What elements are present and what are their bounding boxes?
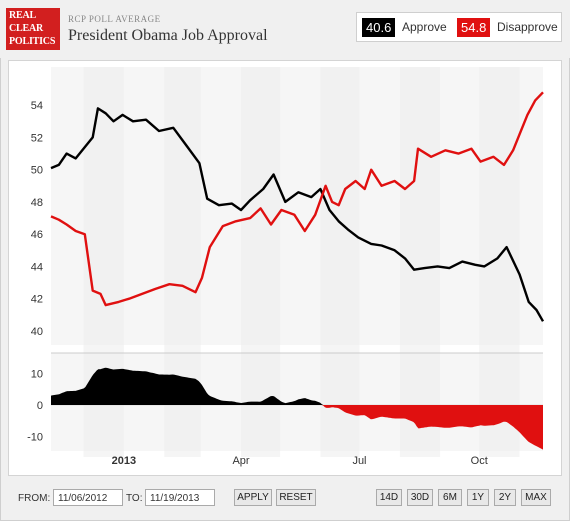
range-max-button[interactable]: MAX [521,489,551,506]
main-y-tick-label: 40 [31,326,43,338]
spread-positive-area [51,367,543,405]
main-plot-background [51,67,543,345]
range-14d-button[interactable]: 14D [376,489,402,506]
reset-button[interactable]: RESET [276,489,316,506]
range-2y-button[interactable]: 2Y [494,489,516,506]
legend-approve-value: 40.6 [362,18,396,37]
logo-line-3: POLITICS [9,36,56,47]
main-y-tick-label: 48 [31,197,43,209]
spread-y-tick-label: -10 [27,431,43,443]
main-y-tick-label: 46 [31,229,43,241]
x-tick-label: 2013 [112,455,136,467]
spread-y-tick-label: 10 [31,369,43,381]
range-1y-button[interactable]: 1Y [467,489,489,506]
x-tick-label: Apr [232,455,249,467]
chart-title: President Obama Job Approval [68,27,268,44]
disapprove-line [50,91,544,307]
range-30d-button[interactable]: 30D [407,489,433,506]
from-label: FROM: [18,493,51,504]
logo-line-1: REAL [9,10,36,21]
main-y-tick-label: 50 [31,165,43,177]
legend-approve-label: Approve [402,20,447,34]
approve-line [50,107,545,322]
to-date-input[interactable]: 11/19/2013 [145,489,215,506]
legend-disapprove-value: 54.8 [457,18,491,37]
rcp-logo[interactable]: REAL CLEAR POLITICS [6,8,60,50]
main-y-tick-label: 44 [31,261,43,273]
month-band [320,67,360,457]
month-band [241,67,281,457]
main-y-tick-label: 52 [31,132,43,144]
from-date-input[interactable]: 11/06/2012 [53,489,123,506]
to-label: TO: [126,493,143,504]
range-6m-button[interactable]: 6M [438,489,462,506]
main-y-tick-label: 54 [31,100,43,112]
spread-y-tick-label: 0 [37,400,43,412]
x-tick-label: Jul [352,455,366,467]
logo-line-2: CLEAR [9,23,44,34]
chart-subtitle: RCP POLL AVERAGE [68,14,161,24]
apply-button[interactable]: APPLY [234,489,272,506]
month-band [399,67,441,457]
legend: 40.6 Approve 54.8 Disapprove [356,12,562,42]
chart-header: REAL CLEAR POLITICS RCP POLL AVERAGE Pre… [0,0,570,58]
spread-negative-area [51,405,543,450]
x-tick-label: Oct [471,455,488,467]
main-y-tick-label: 42 [31,294,43,306]
legend-disapprove-label: Disapprove [497,20,558,34]
date-range-controls: FROM: 11/06/2012 TO: 11/19/2013 APPLY RE… [8,480,562,514]
chart-svg: 40 42 44 46 48 50 52 54 -10 0 10 2013 Apr Jul Oct [27,67,545,467]
plot-area: 40 42 44 46 48 50 52 54 -10 0 10 2013 Apr Jul Oct [8,60,562,476]
